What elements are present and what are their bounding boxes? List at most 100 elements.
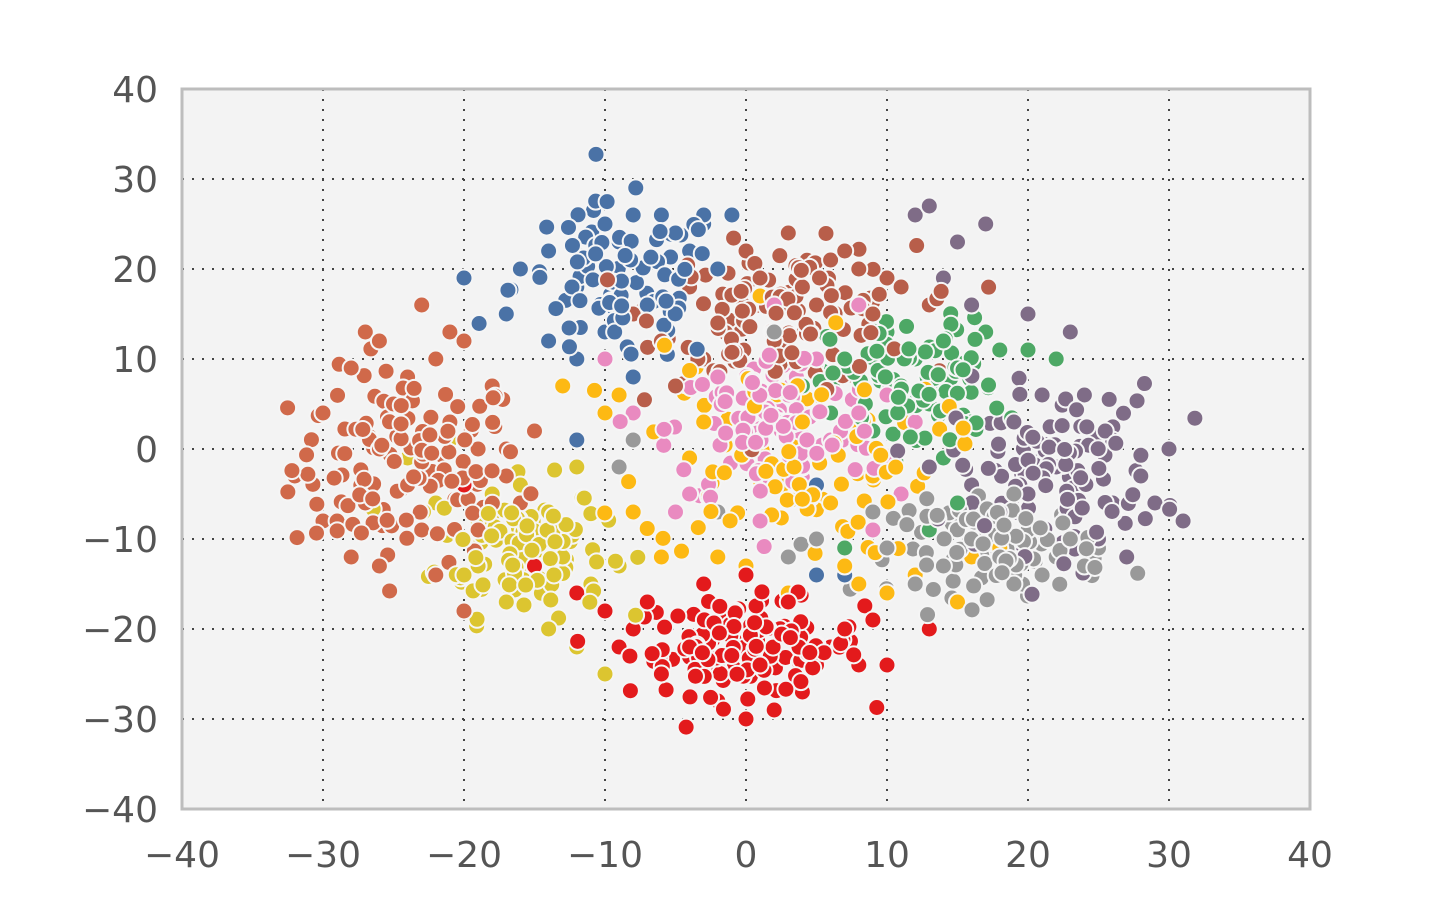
data-point-cluster-brown	[666, 376, 685, 396]
x-tick-label: 20	[1005, 835, 1051, 876]
data-point-cluster-purple	[1067, 400, 1087, 420]
data-point-cluster-green	[867, 341, 887, 361]
data-point-cluster-orange	[376, 361, 396, 381]
data-point-cluster-brown	[849, 259, 869, 279]
data-point-cluster-gray	[1032, 565, 1052, 585]
data-point-cluster-yellow	[434, 498, 454, 518]
data-point-cluster-orange	[482, 461, 502, 481]
data-point-cluster-pink	[746, 432, 766, 452]
data-point-cluster-orange	[521, 484, 541, 504]
data-point-cluster-pink	[666, 502, 685, 522]
data-point-cluster-brown	[598, 270, 618, 290]
data-point-cluster-purple	[1123, 485, 1143, 505]
data-point-cluster-pink	[761, 405, 781, 425]
data-point-cluster-purple	[1095, 421, 1115, 441]
data-point-cluster-orange	[341, 547, 361, 567]
data-point-cluster-yellow	[516, 575, 536, 595]
data-point-cluster-brown	[907, 236, 927, 256]
data-point-cluster-orange	[410, 502, 430, 522]
data-point-cluster-blue	[537, 217, 557, 237]
data-point-cluster-blue	[641, 247, 661, 267]
data-point-cluster-orange	[397, 528, 417, 548]
data-point-cluster-purple	[1032, 385, 1052, 405]
data-point-cluster-red	[620, 681, 640, 701]
data-point-cluster-purple	[1009, 368, 1029, 388]
data-point-cluster-amber	[619, 472, 639, 492]
x-axis-tick-labels: −40 −30 −20 −10 0 10 20 30 40	[144, 835, 1333, 876]
data-point-cluster-gray	[1016, 509, 1036, 529]
data-point-cluster-purple	[1071, 468, 1091, 488]
data-point-cluster-pink	[680, 484, 700, 504]
data-point-cluster-yellow	[543, 506, 563, 526]
data-point-cluster-brown	[732, 301, 752, 321]
data-point-cluster-amber	[877, 583, 897, 603]
data-point-cluster-orange	[420, 425, 440, 445]
data-point-cluster-red	[709, 623, 729, 643]
data-point-cluster-brown	[877, 268, 897, 288]
data-point-cluster-purple	[1054, 554, 1074, 574]
data-point-cluster-red	[568, 631, 588, 651]
data-point-cluster-purple	[919, 196, 939, 216]
data-point-cluster-gray	[1085, 557, 1105, 577]
x-tick-label: 10	[864, 835, 910, 876]
data-point-cluster-yellow	[522, 540, 542, 560]
data-point-cluster-orange	[404, 378, 424, 398]
data-point-cluster-blue	[651, 205, 671, 225]
data-point-cluster-green	[1018, 340, 1038, 360]
data-point-cluster-orange	[324, 468, 344, 488]
data-point-cluster-red	[713, 699, 733, 719]
data-point-cluster-purple	[1018, 304, 1038, 324]
data-point-cluster-red	[637, 592, 657, 612]
data-point-cluster-gray	[923, 580, 943, 600]
data-point-cluster-yellow	[473, 575, 493, 595]
data-point-cluster-brown	[740, 317, 760, 337]
data-point-cluster-yellow	[482, 526, 502, 546]
data-point-cluster-purple	[919, 457, 939, 477]
data-point-cluster-gray	[962, 600, 982, 620]
data-point-cluster-gray	[905, 574, 925, 594]
data-point-cluster-gray	[917, 555, 937, 575]
data-point-cluster-orange	[422, 443, 442, 463]
data-point-cluster-pink	[863, 520, 883, 540]
data-point-cluster-amber	[812, 385, 832, 405]
data-point-cluster-orange	[466, 462, 486, 482]
data-point-cluster-red	[855, 596, 875, 616]
data-point-cluster-brown	[791, 260, 811, 280]
data-point-cluster-yellow	[539, 619, 559, 639]
data-point-cluster-green	[928, 365, 948, 385]
data-point-cluster-gray	[1076, 539, 1096, 559]
data-point-cluster-orange	[313, 403, 333, 423]
data-point-cluster-pink	[610, 412, 630, 432]
data-point-cluster-blue	[539, 331, 559, 351]
data-point-cluster-gray	[877, 538, 897, 558]
data-point-cluster-orange	[377, 510, 397, 530]
data-point-cluster-brown	[708, 313, 728, 333]
data-point-cluster-orange	[298, 464, 318, 484]
data-point-cluster-yellow	[628, 547, 648, 567]
data-point-cluster-blue	[687, 339, 707, 359]
data-point-cluster-blue	[559, 337, 579, 357]
data-point-cluster-orange	[426, 349, 446, 369]
data-point-cluster-purple	[1060, 322, 1080, 342]
data-point-cluster-yellow	[580, 592, 600, 612]
data-point-cluster-purple	[1159, 439, 1179, 459]
data-point-cluster-amber	[680, 361, 700, 381]
data-point-cluster-amber	[821, 493, 841, 513]
data-point-cluster-blue	[570, 291, 590, 311]
data-point-cluster-blue	[496, 304, 516, 324]
data-point-cluster-yellow	[517, 516, 537, 536]
data-point-cluster-brown	[931, 281, 951, 301]
data-point-cluster-green	[915, 342, 935, 362]
data-point-cluster-amber	[948, 592, 967, 612]
data-point-cluster-orange	[454, 331, 474, 351]
data-point-cluster-orange	[440, 322, 460, 342]
data-point-cluster-gray	[977, 590, 997, 610]
data-point-cluster-red	[710, 596, 730, 616]
data-point-cluster-pink	[849, 295, 869, 315]
data-point-cluster-red	[791, 672, 811, 692]
x-tick-label: 30	[1146, 835, 1192, 876]
data-point-cluster-orange	[436, 384, 456, 404]
data-point-cluster-blue	[469, 314, 489, 334]
y-tick-label: −30	[82, 700, 158, 741]
data-point-cluster-red	[752, 582, 772, 602]
